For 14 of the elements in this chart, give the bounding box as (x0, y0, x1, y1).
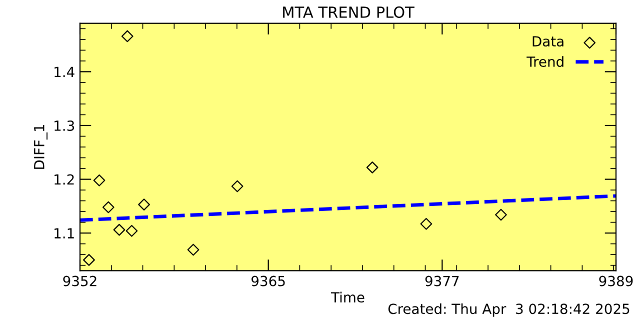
x-tick-label: 9365 (252, 276, 285, 286)
legend-label: Data (532, 36, 564, 47)
chart-title: MTA TREND PLOT (283, 6, 414, 18)
y-tick-label: 1.2 (54, 174, 74, 185)
x-axis-title: Time (330, 292, 364, 303)
text: Created: Thu Apr 3 02:18:42 2025 (388, 303, 630, 317)
y-tick-label: 1.1 (54, 228, 74, 238)
legend-label: Trend (526, 56, 564, 67)
y-axis-title: DIFF_1 (34, 125, 48, 169)
y-tick-label: 1.4 (54, 66, 74, 77)
x-tick-label: 9352 (63, 276, 96, 286)
x-tick-label: 9389 (599, 276, 633, 286)
y-tick-label: 1.3 (54, 120, 74, 131)
x-tick-label: 9377 (425, 276, 459, 286)
